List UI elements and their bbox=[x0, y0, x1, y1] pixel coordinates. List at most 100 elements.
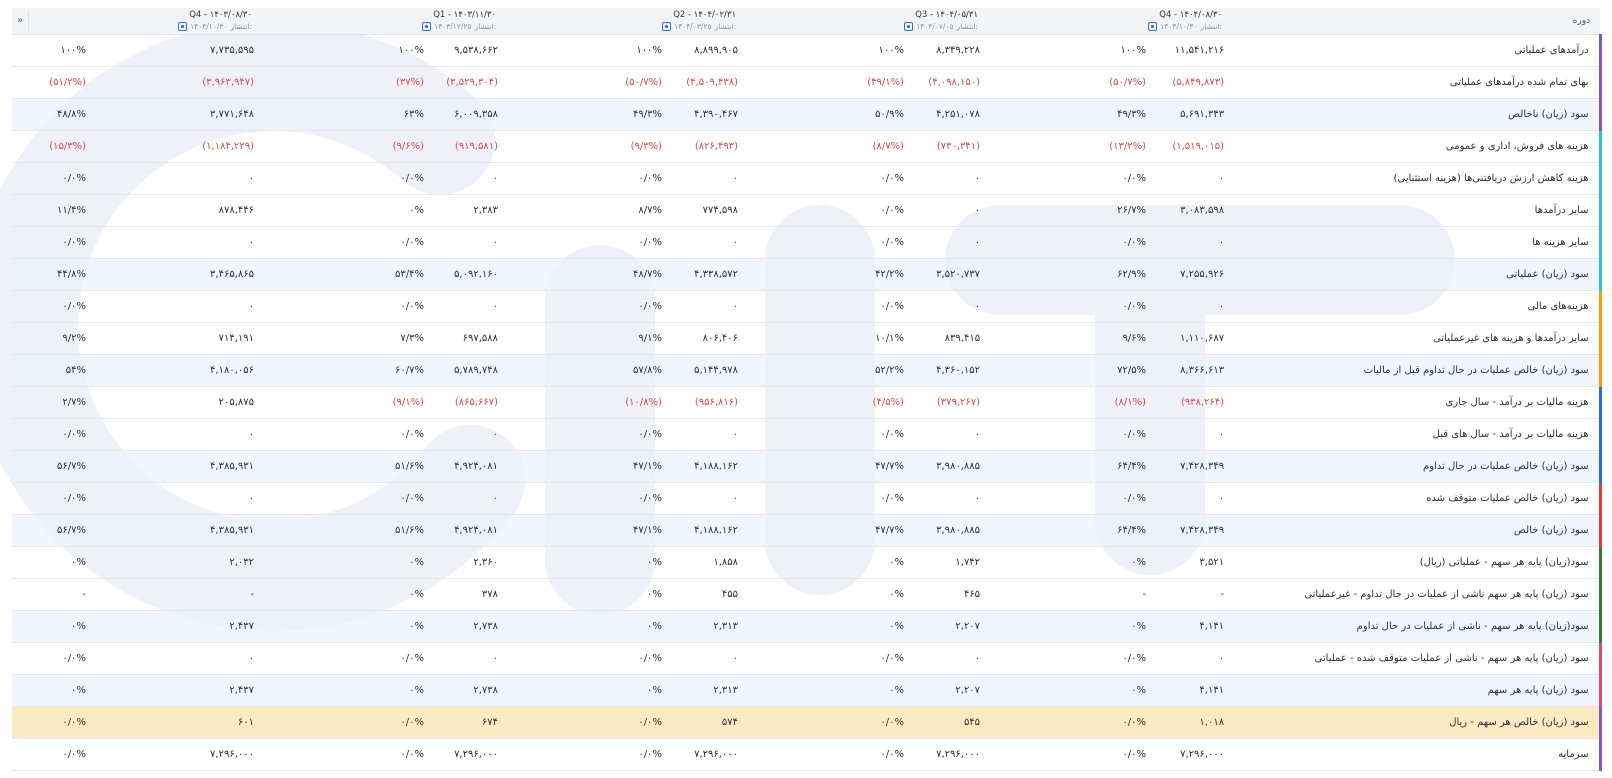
period-title: Q4 - ۱۴۰۳/۰۸/۳۰ bbox=[189, 9, 253, 20]
value-cell: ۰ bbox=[90, 226, 259, 259]
percent-cell: ۰/۰% bbox=[502, 642, 667, 675]
table-row: ۵۶/۷% ۴,۳۸۵,۹۳۱ ۵۱/۶% ۴,۹۲۴,۰۸۱ ۴۷/۱% ۴,۱۸۸,۱… bbox=[12, 450, 1602, 483]
value-cell: ۳,۹۸۰,۸۸۵ bbox=[908, 450, 985, 483]
published-prefix: انتشار: bbox=[956, 21, 979, 31]
value-cell: ۰ bbox=[428, 418, 503, 451]
percent-cell: ۰/۰% bbox=[984, 706, 1151, 739]
value-cell: ۳,۰۸۳,۵۹۸ bbox=[1150, 194, 1229, 227]
income-statement-table: » Q4 - ۱۴۰۳/۰۸/۳۰ ۱۴۰۴/۱۰/۳۰ انتشار: Q1 -… bbox=[12, 8, 1602, 771]
table-row: ۴۸/۸% ۳,۷۷۱,۶۴۸ ۶۳% ۶,۰۰۹,۳۵۸ ۴۹/۳% ۴,۳۹۰,۴۶۷… bbox=[12, 98, 1602, 131]
value-cell: ۳,۷۷۱,۶۴۸ bbox=[90, 98, 259, 131]
value-cell: ۰ bbox=[908, 418, 985, 451]
value-cell: ۳,۴۶۵,۸۶۵ bbox=[90, 258, 259, 291]
value-cell: ۰ bbox=[428, 642, 503, 675]
value-cell: ۵,۷۸۹,۷۴۸ bbox=[428, 354, 503, 387]
value-cell: (۸۲۶,۴۹۳) bbox=[666, 130, 743, 163]
document-icon[interactable] bbox=[662, 21, 672, 31]
percent-cell: ۰/۰% bbox=[984, 290, 1151, 323]
value-cell: ۰ bbox=[1150, 226, 1229, 259]
value-cell: ۰ bbox=[1150, 482, 1229, 515]
published-date: ۱۴۰۴/۱۰/۳۰ bbox=[190, 21, 228, 31]
table-row: ۵۴% ۴,۱۸۰,۰۵۶ ۶۰/۷% ۵,۷۸۹,۷۴۸ ۵۷/۸% ۵,۱۴۴,۹۷۸… bbox=[12, 354, 1602, 387]
percent-cell: ۰% bbox=[258, 674, 429, 707]
percent-cell: ۴۹/۳% bbox=[502, 98, 667, 131]
period-header-4[interactable]: Q4 - ۱۴۰۴/۰۸/۳۰ ۱۴۰۴/۱۰/۳۰ انتشار: bbox=[984, 8, 1229, 35]
percent-cell: ۱۰۰% bbox=[12, 34, 90, 67]
value-cell: ۶۷۴ bbox=[428, 706, 503, 739]
percent-cell: ۴۷/۱% bbox=[502, 514, 667, 547]
percent-cell: ۰% bbox=[502, 578, 667, 611]
percent-cell: ۰% bbox=[742, 610, 909, 643]
percent-cell: ۵۲/۲% bbox=[742, 354, 909, 387]
row-label: سود (زیان) خالص عملیات در حال تداوم bbox=[1228, 450, 1602, 483]
document-icon[interactable] bbox=[178, 21, 188, 31]
value-cell: ۹,۵۳۸,۶۶۲ bbox=[428, 34, 503, 67]
percent-cell: ۰/۰% bbox=[984, 482, 1151, 515]
table-row: ۰% ۲,۴۳۷ ۰% ۲,۷۳۸ ۰% ۲,۳۱۳ ۰% ۲,۲۰۷ ۰% ۴,۱۴۱ سود(ز… bbox=[12, 610, 1602, 643]
value-cell: ۰ bbox=[908, 482, 985, 515]
percent-cell: ۴۷/۷% bbox=[742, 514, 909, 547]
value-cell: ۴,۳۳۸,۵۷۲ bbox=[666, 258, 743, 291]
table-row: ۵۶/۷% ۴,۳۸۵,۹۳۱ ۵۱/۶% ۴,۹۲۴,۰۸۱ ۴۷/۱% ۴,۱۸۸,۱… bbox=[12, 514, 1602, 547]
percent-cell: (۴/۵%) bbox=[742, 386, 909, 419]
value-cell: ۰ bbox=[428, 162, 503, 195]
period-header-1[interactable]: Q1 - ۱۴۰۳/۱۱/۳۰ ۱۴۰۳/۱۲/۲۵ انتشار: bbox=[258, 8, 503, 35]
row-label: درآمدهای عملیاتی bbox=[1228, 34, 1602, 67]
period-header-0[interactable]: » Q4 - ۱۴۰۳/۰۸/۳۰ ۱۴۰۴/۱۰/۳۰ انتشار: bbox=[12, 8, 259, 35]
value-cell: ۴,۹۲۴,۰۸۱ bbox=[428, 514, 503, 547]
value-cell: ۲,۲۰۷ bbox=[908, 610, 985, 643]
value-cell: ۷۷۴,۵۹۸ bbox=[666, 194, 743, 227]
document-icon[interactable] bbox=[422, 21, 432, 31]
document-icon[interactable] bbox=[1148, 21, 1158, 31]
value-cell: ۰ bbox=[90, 482, 259, 515]
value-cell: (۳,۵۲۹,۳۰۴) bbox=[428, 66, 503, 99]
value-cell: ۸,۸۹۹,۹۰۵ bbox=[666, 34, 743, 67]
document-icon[interactable] bbox=[904, 21, 914, 31]
percent-cell: ۰/۰% bbox=[12, 290, 90, 323]
percent-cell: ۰/۰% bbox=[12, 738, 90, 771]
table-body: ۱۰۰% ۷,۷۳۵,۵۹۵ ۱۰۰% ۹,۵۳۸,۶۶۲ ۱۰۰% ۸,۸۹۹,۹۰۵ ۱… bbox=[12, 34, 1602, 771]
table-row: ۱۰۰% ۷,۷۳۵,۵۹۵ ۱۰۰% ۹,۵۳۸,۶۶۲ ۱۰۰% ۸,۸۹۹,۹۰۵ ۱… bbox=[12, 34, 1602, 67]
percent-cell: (۸/۷%) bbox=[742, 130, 909, 163]
value-cell: ۰ bbox=[90, 642, 259, 675]
value-cell: (۵,۸۴۹,۸۷۳) bbox=[1150, 66, 1229, 99]
period-header-2[interactable]: Q2 - ۱۴۰۴/۰۲/۳۱ ۱۴۰۴/۰۳/۲۵ انتشار: bbox=[502, 8, 743, 35]
row-label: سایر درآمدها bbox=[1228, 194, 1602, 227]
table-row: - -۰% ۳۷۸ ۰% ۴۵۵ ۰% ۴۶۵- - سود (زیان) پایه هر سه… bbox=[12, 578, 1602, 611]
percent-cell: ۴۷/۱% bbox=[502, 450, 667, 483]
percent-cell: ۰% bbox=[984, 610, 1151, 643]
percent-cell: ۰% bbox=[12, 546, 90, 579]
percent-cell: ۵۱/۶% bbox=[258, 450, 429, 483]
value-cell: ۲,۳۶۰ bbox=[428, 546, 503, 579]
percent-cell: ۶۴/۴% bbox=[984, 514, 1151, 547]
chevron-double-icon[interactable]: » bbox=[12, 10, 29, 31]
value-cell: ۳,۹۸۰,۸۸۵ bbox=[908, 514, 985, 547]
value-cell: ۵,۱۴۴,۹۷۸ bbox=[666, 354, 743, 387]
percent-cell: ۰/۰% bbox=[258, 642, 429, 675]
value-cell: ۷,۲۹۶,۰۰۰ bbox=[1150, 738, 1229, 771]
percent-cell: ۷/۳% bbox=[258, 322, 429, 355]
percent-cell: ۱۰۰% bbox=[742, 34, 909, 67]
percent-cell: ۶۰/۷% bbox=[258, 354, 429, 387]
value-cell: ۰ bbox=[428, 482, 503, 515]
period-header-3[interactable]: Q3 - ۱۴۰۴/۰۵/۳۱ ۱۴۰۴/۰۷/۰۵ انتشار: bbox=[742, 8, 985, 35]
percent-cell: ۹/۲% bbox=[12, 322, 90, 355]
percent-cell: ۰% bbox=[258, 194, 429, 227]
value-cell: ۲,۷۳۸ bbox=[428, 610, 503, 643]
value-cell: ۲,۳۱۳ bbox=[666, 610, 743, 643]
row-label: سود (زیان) خالص عملیات متوقف شده bbox=[1228, 482, 1602, 515]
percent-cell: ۷۲/۵% bbox=[984, 354, 1151, 387]
percent-cell: ۰/۰% bbox=[984, 226, 1151, 259]
percent-cell: ۰/۰% bbox=[742, 482, 909, 515]
percent-cell: ۰/۰% bbox=[502, 418, 667, 451]
percent-cell: ۰/۰% bbox=[984, 162, 1151, 195]
percent-cell: ۰% bbox=[742, 674, 909, 707]
value-cell: ۴,۱۴۱ bbox=[1150, 610, 1229, 643]
percent-cell: ۰% bbox=[258, 546, 429, 579]
percent-cell: (۱۰/۸%) bbox=[502, 386, 667, 419]
value-cell: ۷,۲۹۶,۰۰۰ bbox=[666, 738, 743, 771]
percent-cell: ۰/۰% bbox=[742, 290, 909, 323]
percent-cell: ۰/۰% bbox=[258, 482, 429, 515]
percent-cell: ۶۴/۴% bbox=[984, 450, 1151, 483]
value-cell: ۴,۳۶۰,۱۵۲ bbox=[908, 354, 985, 387]
